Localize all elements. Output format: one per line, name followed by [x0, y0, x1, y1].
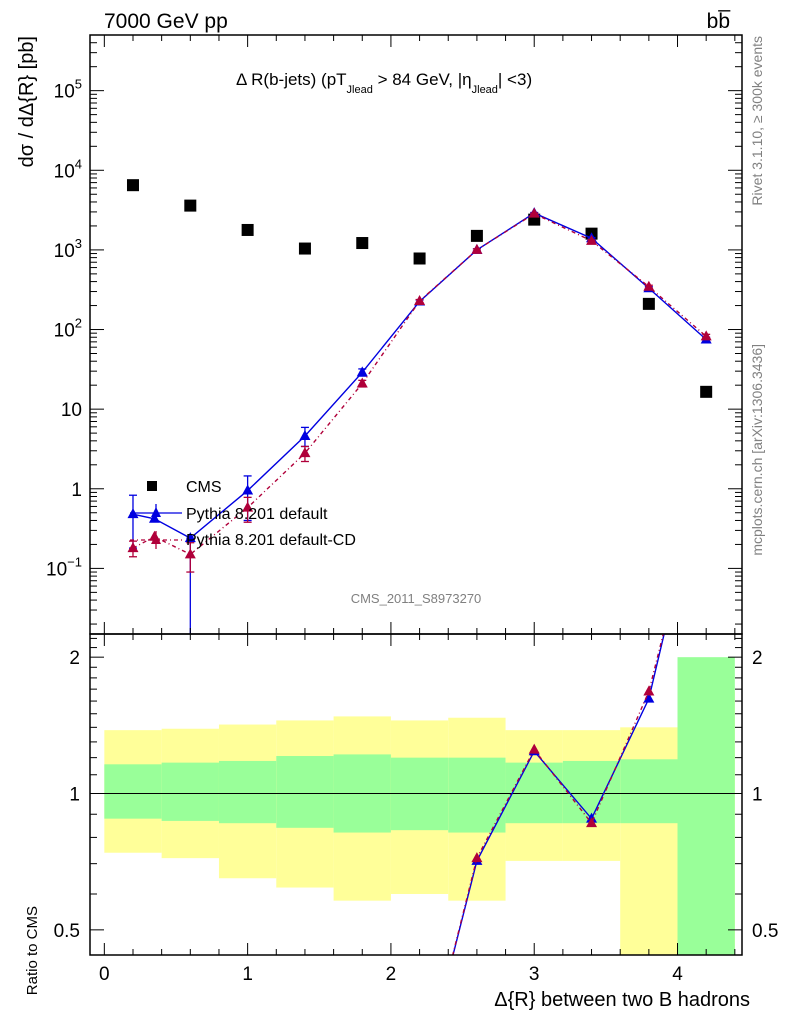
main-ytick-label-1: 104: [54, 156, 82, 182]
ratio-ytick-label-right-1: 1: [752, 785, 763, 806]
pythia-cd-point-9: [586, 234, 598, 245]
main-series-group: [126, 179, 713, 634]
ratio-series-group: [451, 634, 665, 955]
band-inner-9: [620, 759, 678, 824]
ratio-pythia-cd-point-1: [471, 852, 483, 863]
main-ytick-label-base: 10: [46, 559, 67, 580]
ratio-pythia-default-point-4: [643, 692, 655, 703]
legend: CMS Pythia 8.201 default Pythia 8.201 de…: [130, 479, 356, 549]
rivet-label: Rivet 3.1.10, ≥ 300k events: [749, 36, 765, 206]
x-tick-label-0: 0: [99, 964, 110, 985]
pythia-cd-point-2: [184, 548, 196, 559]
ratio-pythia-cd-point-2: [528, 743, 540, 754]
main-ytick-label-exp: 4: [75, 156, 82, 171]
main-ytick-label-2: 103: [54, 236, 82, 262]
band-inner-7: [505, 762, 563, 824]
main-ytick-label-6: 10−1: [46, 554, 82, 580]
pythia-default-point-4: [299, 430, 311, 441]
pythia-default-line: [132, 212, 707, 539]
pythia-cd-point-0: [127, 542, 139, 553]
mcplots-label: mcplots.cern.ch [arXiv:1306.3436]: [749, 344, 765, 556]
x-tick-label-1: 1: [242, 964, 253, 985]
x-tick-label-3: 3: [529, 964, 540, 985]
pythia-cd-point-6: [414, 295, 426, 306]
cms-point-5: [413, 252, 426, 265]
ratio-ytick-label-left-2: 2: [69, 648, 80, 669]
watermark: CMS_2011_S8973270: [351, 591, 482, 606]
pythia-cd-point-11: [700, 330, 712, 341]
header-left: 7000 GeV pp: [104, 10, 228, 33]
pythia-cd-point-10: [643, 280, 655, 291]
band-inner-1: [161, 762, 219, 821]
main-ytick-label-base: 10: [54, 82, 75, 103]
ratio-ytick-label-right-2: 2: [752, 648, 763, 669]
pythia-cd-point-5: [356, 377, 368, 388]
cms-point-0: [126, 179, 139, 192]
pythia-cd-point-3: [242, 501, 254, 512]
main-ytick-label-exp: 5: [75, 77, 82, 92]
pythia-default-point-1: [148, 512, 160, 523]
main-ytick-label-0: 105: [54, 77, 82, 103]
band-inner-10: [677, 657, 735, 955]
main-ytick-label-exp: −1: [67, 554, 82, 569]
cms-point-4: [356, 237, 369, 250]
legend-marker-default: [151, 507, 161, 517]
title-sub-2: Jlead: [472, 84, 498, 96]
main-ytick-label-4: 10: [61, 400, 82, 421]
legend-label-default: Pythia 8.201 default: [186, 506, 328, 523]
main-ytick-label-base: 10: [54, 321, 75, 342]
title-sub-1: Jlead: [347, 84, 373, 96]
legend-label-cms: CMS: [186, 479, 222, 496]
x-tick-label-2: 2: [386, 964, 397, 985]
pythia-cd-point-4: [299, 447, 311, 458]
main-ylabel: dσ / dΔ{R} [pb]: [16, 36, 38, 167]
ratio-ytick-label-left-1: 1: [69, 785, 80, 806]
main-ytick-label-3: 102: [54, 316, 82, 342]
pythia-default-point-3: [242, 484, 254, 495]
ratio-pythia-cd-point-4: [643, 685, 655, 696]
legend-label-cd: Pythia 8.201 default-CD: [186, 532, 356, 549]
main-ytick-label-base: 10: [54, 161, 75, 182]
pythia-default-point-5: [356, 366, 368, 377]
pythia-default-point-2: [184, 532, 196, 543]
cms-point-3: [298, 242, 311, 255]
band-inner-3: [276, 756, 334, 828]
ratio-ytick-label-right-0: 0.5: [752, 921, 778, 942]
legend-marker-cd: [151, 534, 161, 544]
cms-point-2: [241, 223, 254, 236]
ratio-ytick-label-left-0: 0.5: [54, 921, 80, 942]
legend-marker-cms: [147, 481, 157, 491]
ratio-ylabel: Ratio to CMS: [24, 906, 41, 995]
title-mid: > 84 GeV, |η: [373, 70, 472, 89]
main-ytick-label-base: 1: [71, 480, 82, 501]
band-inner-6: [448, 757, 506, 833]
header-right: bb̅: [707, 10, 732, 33]
cms-point-9: [642, 297, 655, 310]
main-ytick-label-exp: 2: [75, 316, 82, 331]
pythia-cd-line: [132, 212, 707, 556]
title-main: Δ R(b-jets) (pT: [236, 70, 347, 89]
band-inner-2: [218, 760, 277, 824]
ratio-pythia-cd-point-3: [586, 817, 598, 828]
cms-point-10: [700, 385, 713, 398]
pythia-cd-point-8: [528, 207, 540, 218]
pythia-cd-point-7: [471, 243, 483, 254]
main-ytick-label-base: 10: [54, 241, 75, 262]
main-ytick-label-exp: 3: [75, 236, 82, 251]
ratio-xlabel: Δ{R} between two B hadrons: [494, 989, 750, 1011]
ratio-plot: 0 1 2 3 4 0.5 0.5 1 1 2 2: [54, 633, 778, 985]
main-title: Δ R(b-jets) (pTJlead > 84 GeV, |ηJlead| …: [236, 70, 532, 96]
cms-point-1: [184, 199, 197, 212]
band-inner-0: [104, 764, 162, 819]
cms-point-6: [470, 229, 483, 242]
main-ytick-label-5: 1: [71, 480, 82, 501]
ratio-frame: [89, 633, 743, 956]
x-tick-label-4: 4: [672, 964, 683, 985]
title-end: | <3): [498, 70, 532, 89]
main-ytick-label-base: 10: [61, 400, 82, 421]
